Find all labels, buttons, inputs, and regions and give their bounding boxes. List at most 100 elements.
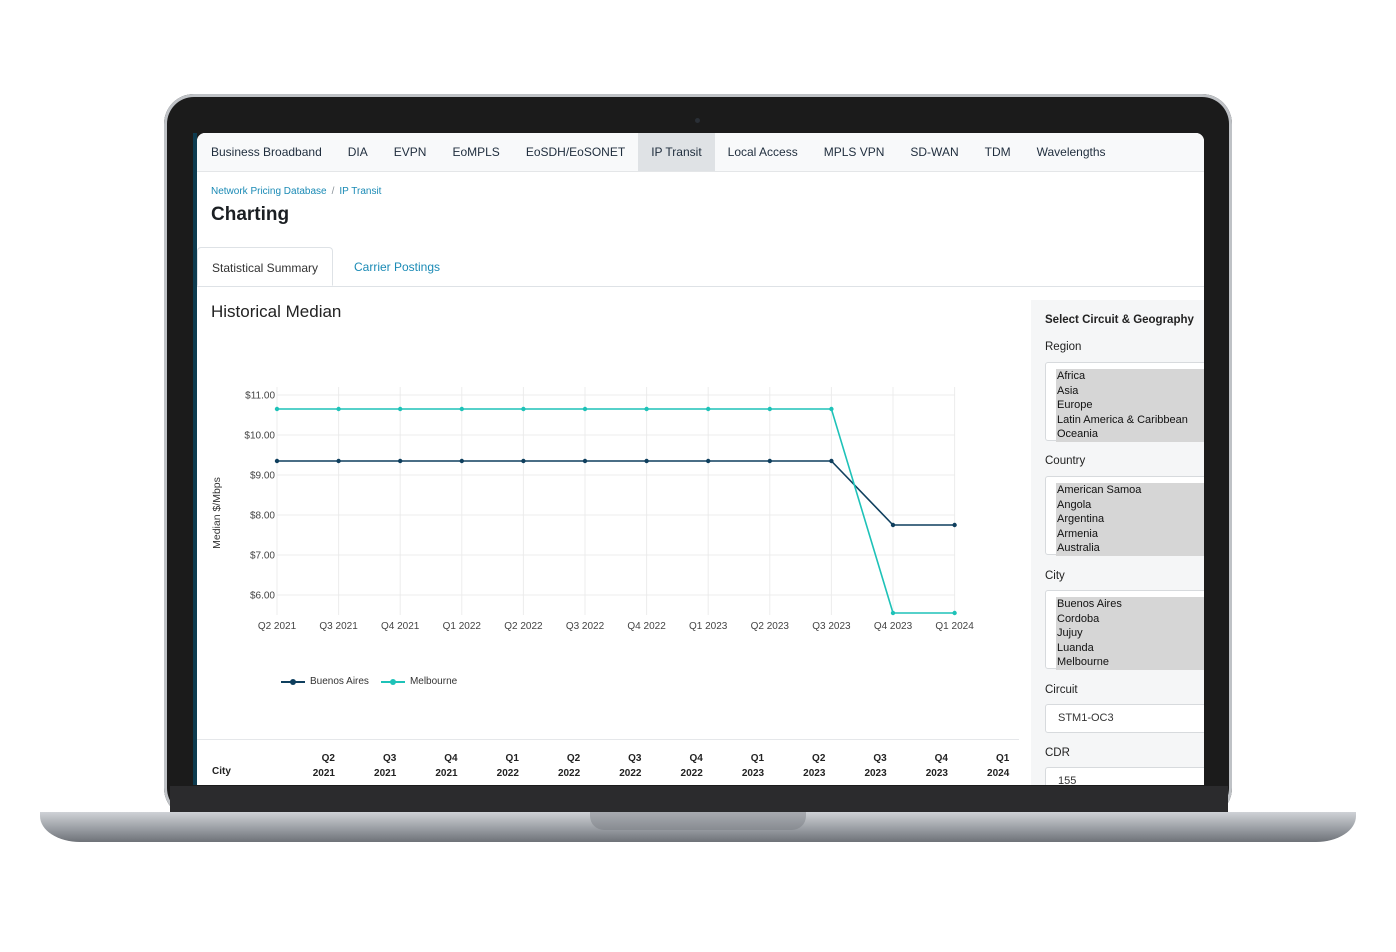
nav-item-wavelengths[interactable]: Wavelengths [1036,145,1106,159]
y-tick-label: $7.00 [250,551,275,562]
quarter-label: Q3 [628,753,642,764]
circuit-label: Circuit [1045,684,1078,696]
country-label: Country [1045,455,1086,467]
city-option[interactable]: Buenos Aires [1056,597,1204,612]
x-tick-label: Q4 2021 [381,621,420,632]
tab-bar: Statistical Summary Carrier Postings [197,247,1204,287]
section-title: Historical Median [211,302,342,321]
nav-item-sd-wan[interactable]: SD-WAN [910,145,959,159]
data-point [952,610,957,616]
data-point [829,458,834,464]
region-label: Region [1045,341,1082,353]
region-select[interactable]: Africa Asia Europe Latin America & Caribbea… [1045,362,1204,442]
legend-item-buenos-aires[interactable]: Buenos Aires [281,676,369,687]
data-point [582,458,588,464]
table-header-quarter: Q1 2023 [732,751,764,781]
city-option[interactable]: Luanda [1056,640,1204,656]
data-point [767,458,772,464]
country-select[interactable]: American Samoa Angola Argentina Armenia Aust… [1045,476,1204,556]
legend-item-melbourne[interactable]: Melbourne [380,676,458,687]
region-option[interactable]: Latin America & Caribbean [1056,412,1204,428]
region-option[interactable]: Oceania [1056,427,1204,442]
city-option[interactable]: Jujuy [1056,626,1204,641]
nav-item-ip-transit[interactable]: IP Transit [638,133,715,171]
sidebar-title: Select Circuit & Geography [1045,314,1194,326]
nav-item-eosdh-eosonet[interactable]: EoSDH/EoSONET [525,145,626,159]
tab-carrier-postings[interactable]: Carrier Postings [354,260,441,274]
country-option[interactable]: Australia [1056,541,1204,556]
quarter-label: Q2 [566,753,581,764]
x-tick-label: Q1 2024 [935,621,974,632]
city-option[interactable]: Melbourne [1056,655,1204,670]
year-label: 2021 [374,768,397,779]
series-line-melbourne [277,408,955,614]
quarter-label: Q1 [995,753,1010,764]
x-tick-label: Q4 2022 [627,621,666,632]
nav-item-eompls[interactable]: EoMPLS [452,145,500,159]
country-option[interactable]: Armenia [1056,526,1204,542]
nav-item-mpls-vpn[interactable]: MPLS VPN [823,145,885,159]
data-point [274,406,280,412]
breadcrumb-root[interactable]: Network Pricing Database [211,186,327,197]
data-point [521,458,526,464]
nav-item-dia[interactable]: DIA [347,145,368,159]
table-header-quarter: Q1 2022 [487,751,519,781]
tab-statistical-summary[interactable]: Statistical Summary [197,247,334,286]
y-axis-label: Median $/Mbps [211,477,223,549]
region-option[interactable]: Africa [1056,369,1204,384]
data-point [582,406,588,412]
breadcrumb-current[interactable]: IP Transit [339,186,382,197]
quarter-label: Q4 [444,753,458,764]
region-option[interactable]: Europe [1056,398,1204,413]
quarter-label: Q2 [812,753,826,764]
legend-label: Melbourne [409,676,458,687]
nav-item-local-access[interactable]: Local Access [727,145,798,159]
nav-item-business-broadband[interactable]: Business Broadband [211,145,322,159]
table-header-quarter: Q3 2022 [610,751,642,781]
data-point [336,406,341,412]
legend-swatch-melbourne [380,678,405,685]
x-tick-label: Q3 2023 [812,621,851,632]
data-point [521,406,526,412]
city-option[interactable]: Cordoba [1056,611,1204,627]
table-header-quarter: Q2 2021 [303,751,335,781]
camera-icon [695,118,700,123]
quarter-label: Q2 [321,753,335,764]
laptop-notch [590,812,806,830]
year-label: 2023 [741,768,765,779]
table-header-quarter: Q3 2023 [855,751,887,781]
data-point [767,406,772,412]
nav-item-tdm[interactable]: TDM [984,145,1011,159]
table-header-quarter: Q2 2022 [548,751,580,781]
cdr-label: CDR [1045,747,1070,759]
quarter-label: Q4 [689,753,703,764]
breadcrumb: Network Pricing Database / IP Transit [211,186,381,197]
table-header-quarter: Q1 2024 [977,751,1009,781]
data-point [644,406,649,412]
x-tick-label: Q2 2022 [504,621,543,632]
x-tick-label: Q3 2021 [319,621,358,632]
city-select[interactable]: Buenos Aires Cordoba Jujuy Luanda Melbourne [1045,590,1204,670]
x-tick-label: Q1 2022 [443,621,482,632]
quarter-label: Q3 [382,753,397,764]
region-option[interactable]: Asia [1056,383,1204,399]
year-label: 2022 [557,768,581,779]
y-tick-label: $8.00 [250,511,275,522]
x-tick-label: Q1 2023 [689,621,728,632]
series-line-buenos-aires [277,460,955,526]
y-tick-label: $11.00 [245,391,275,402]
country-option[interactable]: American Samoa [1056,483,1204,498]
table-header-city: City [212,766,231,777]
data-point [890,522,896,528]
nav-item-evpn[interactable]: EVPN [393,145,427,159]
data-point [398,458,403,464]
country-option[interactable]: Argentina [1056,512,1204,527]
circuit-select[interactable]: STM1-OC3 [1045,704,1204,733]
cdr-input[interactable]: 155 [1045,767,1204,785]
year-label: 2023 [864,768,887,779]
country-option[interactable]: Angola [1056,497,1204,513]
x-tick-label: Q3 2022 [566,621,605,632]
quarter-label: Q1 [505,753,519,764]
data-point [644,458,649,464]
year-label: 2023 [803,768,826,779]
